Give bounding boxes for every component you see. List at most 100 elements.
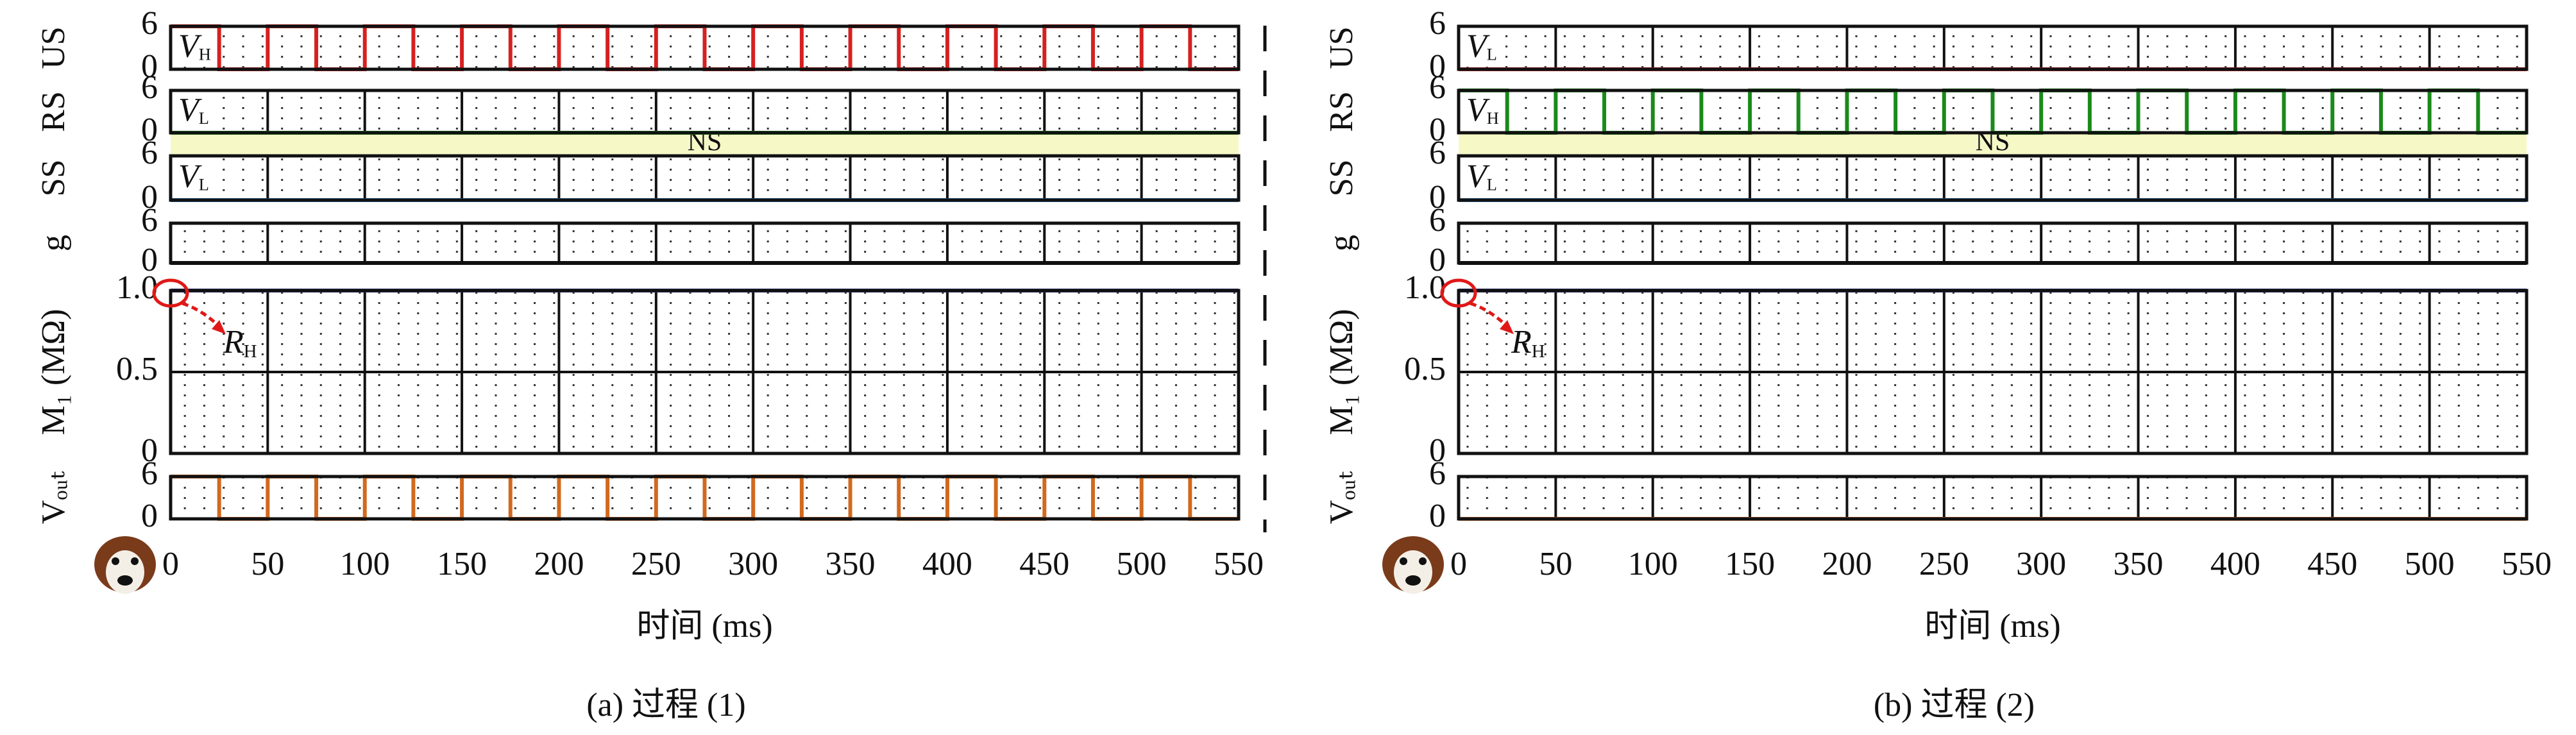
marker-circle [152, 278, 189, 308]
plot-area [171, 223, 1239, 263]
marker-label: RH [1511, 324, 1545, 362]
plot-border [169, 221, 1241, 265]
annotation-box [1461, 93, 1505, 130]
plot-area [1459, 223, 2527, 263]
annotation-main: V [178, 92, 202, 128]
annotation-main: V [1466, 158, 1490, 194]
plot-border [169, 289, 1241, 455]
caption: (b) 过程 (2) [1874, 687, 2035, 723]
series-line [1459, 89, 2527, 135]
y-tick-label: 6 [1429, 455, 1446, 492]
marker-label: RH [223, 324, 257, 362]
x-tick-label: 450 [1019, 546, 1069, 582]
x-tick-label: 0 [162, 546, 179, 582]
marker-label-sub: H [244, 341, 257, 362]
annotation-sub: L [199, 108, 209, 128]
y-tick-label: 1.0 [1404, 269, 1446, 306]
plot-border [1457, 475, 2529, 521]
y-tick-label: 6 [1429, 135, 1446, 171]
x-tick-label: 500 [2405, 546, 2455, 582]
x-tick-label: 50 [1539, 546, 1572, 582]
plot-border [169, 154, 1241, 202]
annotation-main: V [178, 28, 202, 64]
y-axis-label: SS [1323, 160, 1360, 197]
y-tick-label: 0 [141, 432, 158, 469]
y-tick-label: 0.5 [116, 351, 158, 387]
y-axis-label: US [1323, 26, 1360, 69]
y-tick-label: 0 [1429, 48, 1446, 85]
y-tick-label: 0 [1429, 432, 1446, 469]
annotation-box [1461, 29, 1505, 67]
y-tick-label: 0 [1429, 112, 1446, 148]
plot-area [171, 90, 1239, 133]
annotation-sub: L [1487, 175, 1497, 194]
y-tick-label: 6 [141, 455, 158, 492]
annotation-box [173, 29, 217, 67]
x-tick-label: 200 [534, 546, 584, 582]
annotation: VH [1466, 92, 1499, 128]
annotation-box [1461, 158, 1505, 198]
x-tick-label: 150 [1725, 546, 1775, 582]
y-tick-label: 0 [141, 179, 158, 215]
x-tick-label: 100 [340, 546, 390, 582]
x-tick-label: 200 [1822, 546, 1872, 582]
x-tick-label: 500 [1117, 546, 1167, 582]
annotation: VL [1466, 158, 1497, 194]
y-axis-label: SS [35, 160, 72, 197]
x-tick-label: 400 [922, 546, 972, 582]
x-tick-label: 450 [2307, 546, 2357, 582]
annotation-box [173, 93, 217, 130]
annotation-main: V [1466, 92, 1490, 128]
annotation-main: V [1466, 28, 1490, 64]
x-tick-label: 300 [2016, 546, 2066, 582]
y-axis-label: RS [1323, 91, 1360, 132]
annotation-sub: L [199, 175, 209, 194]
plot-border [1457, 89, 2529, 135]
y-axis-label: Vₒᵤₜ [35, 471, 72, 525]
plot-border [1457, 24, 2529, 71]
series-line [171, 24, 1239, 71]
annotation-sub: H [1487, 108, 1499, 128]
marker-label-main: R [1511, 324, 1532, 360]
x-tick-label: 350 [2114, 546, 2164, 582]
y-tick-label: 6 [141, 69, 158, 106]
y-axis-label: US [35, 26, 72, 69]
x-tick-label: 250 [1919, 546, 1969, 582]
marker-arrowhead [1500, 320, 1514, 334]
y-tick-label: 0 [1429, 179, 1446, 215]
y-axis-label: M₁ (MΩ) [1323, 309, 1360, 435]
x-tick-label: 0 [1450, 546, 1467, 582]
y-axis-label: Vₒᵤₜ [1323, 471, 1360, 525]
x-tick-label: 300 [728, 546, 778, 582]
y-tick-label: 0 [141, 112, 158, 148]
y-tick-label: 6 [1429, 5, 1446, 42]
y-tick-label: 0 [141, 242, 158, 278]
marker-circle [1440, 278, 1477, 308]
y-axis-label: g [1323, 235, 1360, 251]
marker-label-sub: H [1532, 341, 1545, 362]
ns-band [1459, 133, 2527, 156]
y-tick-label: 0 [1429, 498, 1446, 534]
x-tick-label: 550 [2502, 546, 2552, 582]
y-axis-label: RS [35, 91, 72, 132]
x-tick-label: 250 [631, 546, 681, 582]
annotation: VL [1466, 28, 1497, 64]
x-tick-label: 350 [826, 546, 876, 582]
plot-border [169, 24, 1241, 71]
x-axis-label: 时间 (ms) [636, 608, 772, 645]
annotation: VL [178, 92, 209, 128]
annotation: VH [178, 28, 211, 64]
annotation: VL [178, 158, 209, 194]
plot-border [1457, 154, 2529, 202]
series-line [171, 475, 1239, 521]
y-tick-label: 0.5 [1404, 351, 1446, 387]
dog-icon [1382, 536, 1444, 594]
plot-border [169, 475, 1241, 521]
x-tick-label: 150 [437, 546, 487, 582]
caption: (a) 过程 (1) [586, 687, 745, 723]
marker-label-main: R [223, 324, 244, 360]
plot-area [1459, 26, 2527, 69]
annotation-sub: H [199, 45, 211, 64]
x-tick-label: 400 [2210, 546, 2260, 582]
